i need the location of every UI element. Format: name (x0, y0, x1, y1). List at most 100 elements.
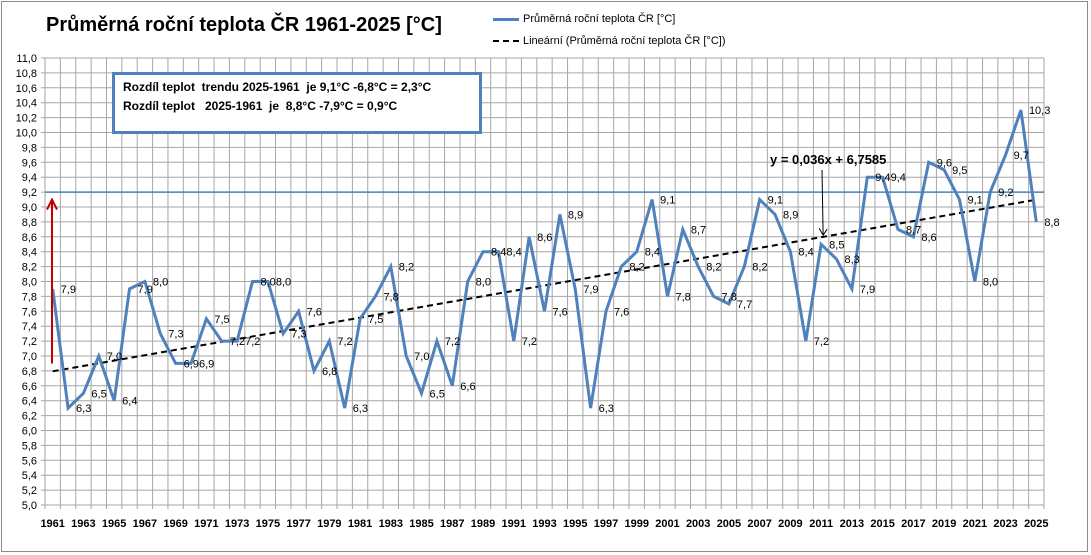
data-label: 7,9 (61, 284, 76, 296)
x-tick-label: 2021 (963, 518, 987, 530)
x-tick-label: 2013 (840, 518, 864, 530)
data-label: 8,5 (829, 239, 844, 251)
chart-title: Průměrná roční teplota ČR 1961-2025 [°C] (46, 14, 442, 36)
data-label: 6,9 (184, 358, 199, 370)
x-tick-label: 2005 (717, 518, 741, 530)
y-tick-label: 9,0 (22, 202, 37, 214)
data-label: 7,8 (675, 291, 690, 303)
x-tick-label: 1981 (348, 518, 372, 530)
y-tick-label: 5,4 (22, 470, 37, 482)
y-tick-label: 7,4 (22, 321, 37, 333)
data-label: 7,3 (291, 329, 306, 341)
data-label: 7,5 (214, 314, 229, 326)
data-label: 9,1 (768, 195, 783, 207)
data-label: 8,4 (491, 247, 506, 259)
y-tick-label: 10,8 (16, 68, 37, 80)
data-label: 7,0 (414, 351, 429, 363)
data-label: 7,8 (383, 291, 398, 303)
x-tick-label: 2017 (901, 518, 925, 530)
legend-item-trend: Lineární (Průměrná roční teplota ČR [°C]… (493, 30, 725, 52)
x-tick-label: 2019 (932, 518, 956, 530)
y-tick-label: 9,2 (22, 187, 37, 199)
data-label: 8,4 (798, 247, 813, 259)
data-label: 8,0 (476, 277, 491, 289)
legend-label-series: Průměrná roční teplota ČR [°C] (523, 13, 676, 25)
data-label: 8,9 (783, 209, 798, 221)
data-label: 8,2 (706, 262, 721, 274)
series-group (51, 109, 1038, 412)
y-tick-label: 8,0 (22, 277, 37, 289)
y-tick-label: 7,2 (22, 336, 37, 348)
y-tick-label: 8,4 (22, 247, 37, 259)
x-tick-label: 1969 (163, 518, 187, 530)
info-box: Rozdíl teplot trendu 2025-1961 je 9,1°C … (112, 72, 482, 134)
data-label: 7,7 (737, 299, 752, 311)
data-label: 8,0 (983, 277, 998, 289)
data-label: 7,5 (368, 314, 383, 326)
x-tick-label: 1997 (594, 518, 618, 530)
x-tick-label: 2015 (870, 518, 894, 530)
x-tick-label: 1995 (563, 518, 587, 530)
data-label: 7,6 (553, 306, 568, 318)
y-tick-label: 10,4 (16, 98, 37, 110)
data-label: 8,4 (506, 247, 521, 259)
data-label: 6,5 (430, 388, 445, 400)
x-tick-label: 2025 (1024, 518, 1048, 530)
data-label: 6,3 (76, 403, 91, 415)
y-tick-label: 5,8 (22, 440, 37, 452)
data-label: 8,2 (752, 262, 767, 274)
data-label: 6,8 (322, 366, 337, 378)
data-label: 8,7 (691, 224, 706, 236)
x-tick-label: 1961 (40, 518, 64, 530)
data-label: 8,8 (1044, 217, 1059, 229)
x-tick-label: 1965 (102, 518, 126, 530)
x-tick-label: 2011 (809, 518, 833, 530)
data-label: 7,8 (722, 291, 737, 303)
legend-swatch-solid-line-icon (493, 17, 519, 21)
data-label: 7,3 (168, 329, 183, 341)
y-tick-label: 5,2 (22, 485, 37, 497)
y-tick-label: 8,8 (22, 217, 37, 229)
data-label: 8,7 (906, 224, 921, 236)
data-label: 9,1 (967, 195, 982, 207)
legend: Průměrná roční teplota ČR [°C] Lineární … (493, 8, 725, 52)
data-label: 7,6 (614, 306, 629, 318)
y-tick-label: 7,0 (22, 351, 37, 363)
y-tick-label: 11,0 (16, 53, 37, 65)
x-tick-label: 1967 (133, 518, 157, 530)
data-label: 10,3 (1029, 105, 1050, 117)
data-label: 9,4 (875, 172, 890, 184)
data-label: 7,2 (522, 336, 537, 348)
equation-pointer-arrowhead-icon (818, 227, 828, 237)
x-tick-label: 1989 (471, 518, 495, 530)
data-label: 6,3 (353, 403, 368, 415)
data-label: 7,2 (230, 336, 245, 348)
y-tick-label: 6,8 (22, 366, 37, 378)
legend-label-trend: Lineární (Průměrná roční teplota ČR [°C]… (523, 35, 726, 47)
y-tick-label: 10,6 (16, 83, 37, 95)
data-label: 8,6 (537, 232, 552, 244)
data-label: 9,6 (937, 157, 952, 169)
data-label: 9,2 (998, 187, 1013, 199)
info-line-trend: Rozdíl teplot trendu 2025-1961 je 9,1°C … (123, 80, 432, 94)
y-tick-label: 5,6 (22, 455, 37, 467)
y-tick-label: 9,8 (22, 142, 37, 154)
x-tick-label: 1977 (286, 518, 310, 530)
x-tick-label: 1963 (71, 518, 95, 530)
x-tick-label: 1979 (317, 518, 341, 530)
x-tick-label: 1999 (624, 518, 648, 530)
data-label: 8,3 (845, 254, 860, 266)
data-label: 7,6 (307, 306, 322, 318)
annotation-arrows: y = 0,036x + 6,7585 (46, 152, 886, 364)
y-tick-label: 7,6 (22, 306, 37, 318)
x-tick-label: 1971 (194, 518, 218, 530)
legend-item-series: Průměrná roční teplota ČR [°C] (493, 8, 725, 30)
data-label: 7,9 (860, 284, 875, 296)
data-label: 9,1 (660, 195, 675, 207)
x-tick-label: 1993 (532, 518, 556, 530)
data-label: 9,4 (891, 172, 906, 184)
data-label: 7,2 (245, 336, 260, 348)
red-arrow-head-icon (46, 197, 58, 210)
y-tick-label: 10,2 (16, 113, 37, 125)
equation-pointer-line (821, 169, 824, 236)
